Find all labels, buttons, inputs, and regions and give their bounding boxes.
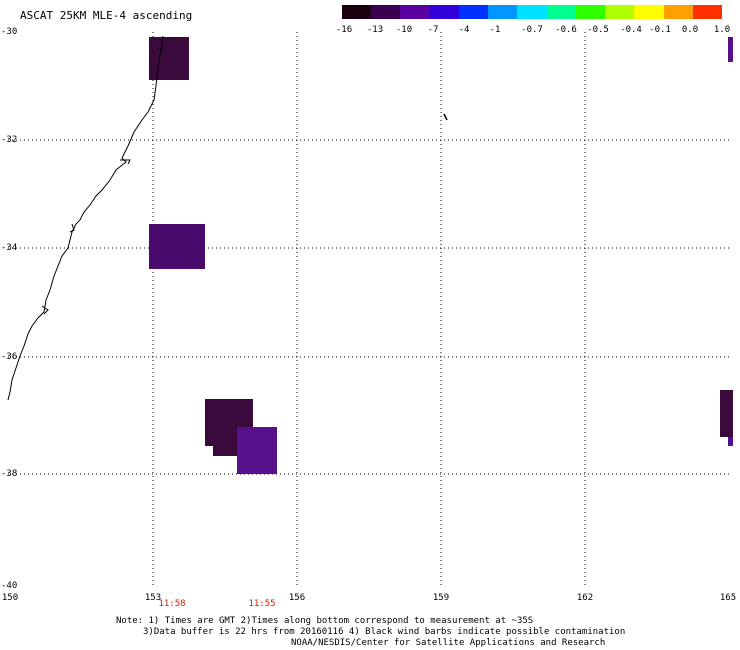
lat-label: -40 [1,581,18,591]
lon-label: 156 [288,593,306,603]
lat-label: -36 [1,352,18,362]
lat-gridlines [8,139,730,475]
swath-cell [149,224,205,269]
color-swatch [371,5,401,19]
swath-cell [237,427,277,474]
color-scale-label: -16 [335,25,353,35]
color-scale-labels: -16 -13 -10 -7 -4 -1 -0.7 -0.6 -0.5 -0.4… [330,25,735,37]
island-marker [443,113,448,121]
color-scale-label: -4 [458,25,470,35]
lon-label: 159 [432,593,450,603]
lon-label: 153 [144,593,162,603]
lat-label: -30 [1,27,18,37]
lon-label: 150 [1,593,19,603]
coastline-detail [41,159,131,315]
lat-label: -38 [1,469,18,479]
swath-cell [149,37,189,80]
footnote-credit: NOAA/NESDIS/Center for Satellite Applica… [291,638,606,648]
lon-label: 162 [576,593,594,603]
swath-cell [728,437,733,446]
color-swatch [458,5,489,19]
color-scale-label: -7 [427,25,439,35]
color-swatch [663,5,693,19]
color-swatch [342,5,372,19]
color-scale-label: 1.0 [713,25,731,35]
footnote-line: Note: 1) Times are GMT 2)Times along bot… [116,616,534,626]
swath-cell [728,37,733,62]
color-swatch [605,5,635,19]
swath-cells [149,37,733,474]
color-swatch [546,5,576,19]
color-scale-label: -13 [366,25,384,35]
color-scale-label: -0.1 [649,25,671,35]
color-swatch [429,5,459,19]
lat-label: -34 [1,243,18,253]
color-scale-label: -0.4 [620,25,642,35]
color-scale-label: 0.0 [681,25,699,35]
lon-gridlines [152,32,586,588]
swath-cell [720,390,733,437]
time-label: 11:55 [248,599,276,609]
footnote-line: 3)Data buffer is 22 hrs from 20160116 4)… [143,627,626,637]
color-scale-label: -0.7 [521,25,543,35]
color-swatch [692,5,723,19]
lat-label: -32 [1,135,18,145]
map-title: ASCAT 25KM MLE-4 ascending [20,9,193,22]
color-scale-label: -1 [489,25,501,35]
color-scale-bar [342,5,723,19]
color-swatch [488,5,518,19]
color-swatch [400,5,430,19]
time-label: 11:58 [158,599,186,609]
coastline [7,35,164,401]
color-swatch [517,5,547,19]
color-swatch [575,5,606,19]
color-swatch [634,5,664,19]
color-scale-label: -0.6 [555,25,577,35]
color-scale-label: -10 [395,25,413,35]
lon-label: 165 [719,593,737,603]
color-scale-label: -0.5 [587,25,609,35]
